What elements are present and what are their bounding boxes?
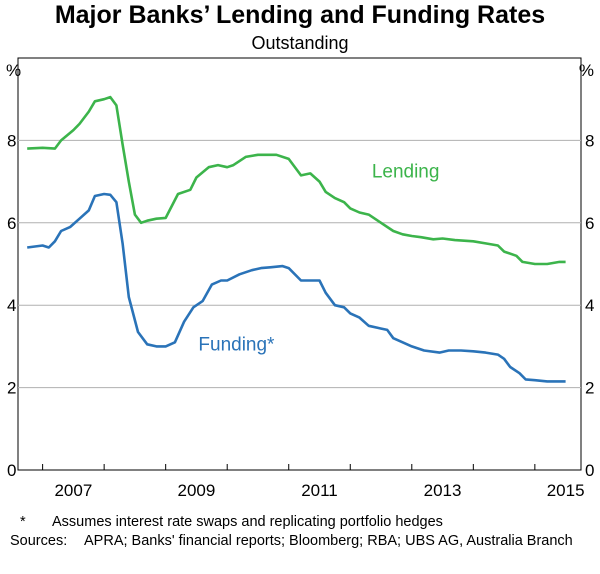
chart-subtitle: Outstanding (251, 33, 349, 53)
y-tick-label-right: 6 (585, 214, 594, 233)
y-tick-label-right: 2 (585, 379, 594, 398)
series-line-0 (27, 95, 566, 266)
footnote: * Assumes interest rate swaps and replic… (10, 513, 595, 532)
footnote-text: Assumes interest rate swaps and replicat… (52, 514, 443, 530)
series-lines: Lending Funding* (27, 95, 566, 383)
y-tick-label-left: 6 (7, 214, 16, 233)
y-tick-label-left: 2 (7, 379, 16, 398)
y-tick-label-right: 0 (585, 461, 594, 480)
x-tick-label: 2009 (178, 481, 216, 500)
y-tick-label-left: 4 (7, 296, 16, 315)
chart-notes: * Assumes interest rate swaps and replic… (10, 513, 595, 551)
sources-text: APRA; Banks' financial reports; Bloomber… (84, 533, 573, 549)
footnote-marker: * (20, 514, 26, 530)
y-axis-unit-right: % (579, 61, 594, 80)
plot-area (17, 57, 582, 471)
axis-ticks: 0 0 2 2 4 4 6 6 8 8 2007 2009 2011 2013 2015 (7, 131, 594, 500)
y-tick-label-right: 8 (585, 131, 594, 150)
line-chart: 0 0 2 2 4 4 6 6 8 8 2007 2009 2011 2013 2015 Lending Fu… (6, 57, 594, 500)
series-line-1 (27, 192, 566, 383)
y-tick-label-left: 8 (7, 131, 16, 150)
x-tick-label: 2011 (301, 481, 338, 500)
y-tick-label-right: 4 (585, 296, 594, 315)
chart-title: Major Banks’ Lending and Funding Rates (54, 1, 546, 29)
y-tick-label-left: 0 (7, 461, 16, 480)
sources-label: Sources: (10, 533, 68, 549)
x-tick-label: 2007 (54, 481, 92, 500)
series-label-1: Funding* (198, 335, 275, 356)
x-tick-label: 2013 (424, 481, 462, 500)
gridlines (18, 139, 581, 389)
x-tick-label: 2015 (547, 481, 585, 500)
sources: Sources: APRA; Banks' financial reports;… (10, 532, 595, 551)
y-axis-unit-left: % (6, 61, 21, 80)
series-label-0: Lending (372, 161, 440, 182)
